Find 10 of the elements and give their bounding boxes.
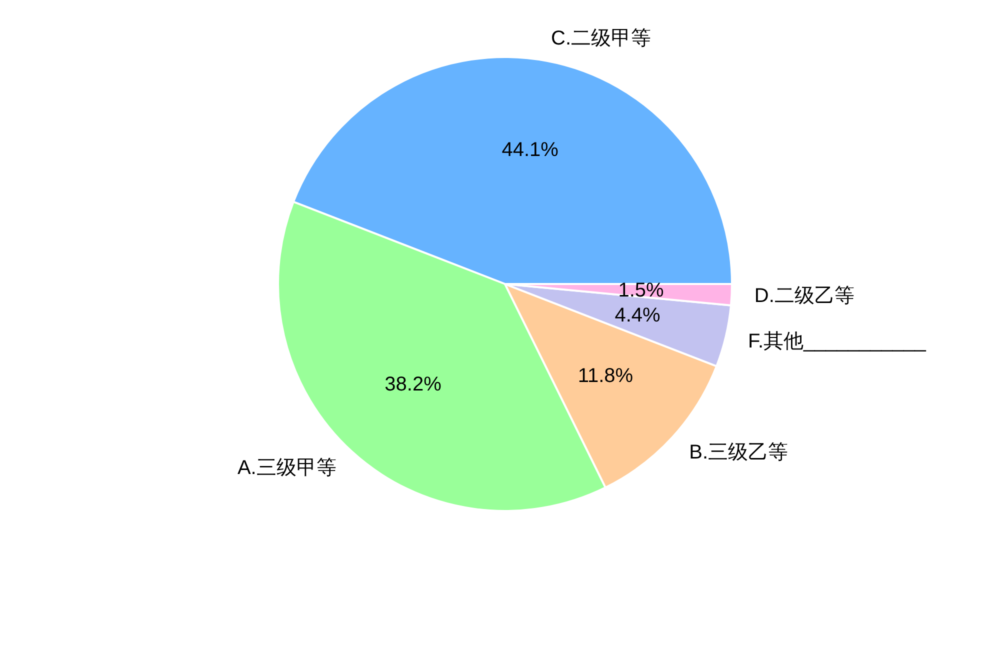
data-label: 4.4% [614,304,661,326]
slice-label: A.三级甲等 [237,457,336,480]
data-label: 44.1% [502,139,559,162]
data-label: 11.8% [578,364,634,387]
slice-label: B.三级乙等 [689,442,788,464]
slice-label: C.二级甲等 [551,28,652,50]
data-label: 1.5% [618,279,664,302]
slice-label: F.其他___________ [748,330,927,353]
slice-label: D.二级乙等 [754,284,854,307]
data-label: 38.2% [384,373,442,396]
